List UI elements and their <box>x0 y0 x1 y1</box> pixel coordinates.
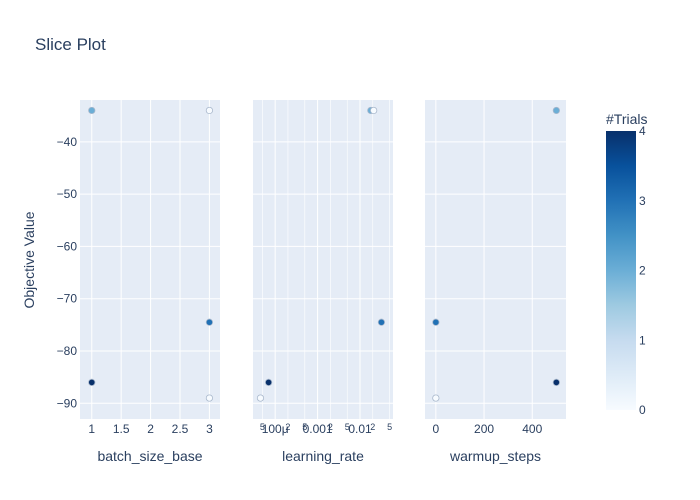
data-point[interactable] <box>88 378 96 386</box>
y-tick-label: −70 <box>57 292 78 306</box>
colorbar-tick-label: 3 <box>639 194 646 208</box>
data-point[interactable] <box>377 318 386 326</box>
y-tick-label: −40 <box>57 135 78 149</box>
colorbar: #Trials 0 1 2 3 4 <box>606 111 648 417</box>
x-tick-label: 5 <box>387 422 392 432</box>
plot-area <box>253 100 393 419</box>
y-tick-label: −60 <box>57 239 78 253</box>
data-point[interactable] <box>205 318 214 326</box>
x-tick-label: 1.5 <box>113 422 130 436</box>
colorbar-tick-label: 0 <box>639 403 646 417</box>
x-tick-label: 5 <box>302 422 307 432</box>
chart-title: Slice Plot <box>35 35 106 54</box>
data-point[interactable] <box>205 394 214 402</box>
subplot-warmup_steps: 0 200 400 warmup_steps <box>425 100 566 464</box>
x-tick-label: 100μ <box>262 422 289 436</box>
x-tick-label: 400 <box>522 422 542 436</box>
x-tick-label: 2 <box>147 422 154 436</box>
x-tick-label: 3 <box>206 422 213 436</box>
x-axis-title: warmup_steps <box>449 448 541 464</box>
x-tick-label: 5 <box>260 422 265 432</box>
x-tick-label: 2 <box>285 422 290 432</box>
x-tick-label: 0.001 <box>303 422 333 436</box>
data-point[interactable] <box>432 394 440 402</box>
colorbar-tick-label: 1 <box>639 333 646 347</box>
y-tick-label: −80 <box>57 344 78 358</box>
data-point[interactable] <box>256 394 265 402</box>
data-point[interactable] <box>552 106 560 115</box>
colorbar-title: #Trials <box>606 111 648 127</box>
data-point[interactable] <box>88 106 96 115</box>
subplot-batch_size_base: 1 1.5 2 2.5 3 −40 −50 −60 −70 −80 −90 batch_size_ba… <box>57 100 220 464</box>
data-point[interactable] <box>265 378 273 386</box>
y-tick-label: −90 <box>57 396 78 410</box>
x-tick-label: 200 <box>474 422 494 436</box>
x-tick-label: 0 <box>433 422 440 436</box>
plot-area <box>425 100 566 419</box>
data-point[interactable] <box>552 378 560 386</box>
y-axis-title: Objective Value <box>21 211 37 308</box>
colorbar-gradient <box>606 131 636 410</box>
x-tick-label: 2 <box>328 422 333 432</box>
x-tick-label: 2 <box>370 422 375 432</box>
colorbar-tick-label: 4 <box>639 124 646 138</box>
colorbar-tick-label: 2 <box>639 264 646 278</box>
data-point[interactable] <box>205 106 214 115</box>
x-tick-label: 0.01 <box>348 422 372 436</box>
x-axis-title: batch_size_base <box>97 448 202 464</box>
x-axis-title: learning_rate <box>282 448 364 464</box>
x-tick-label: 1 <box>88 422 95 436</box>
y-tick-label: −50 <box>57 187 78 201</box>
x-tick-label: 2.5 <box>172 422 189 436</box>
data-point[interactable] <box>432 318 440 326</box>
plot-area <box>80 100 220 419</box>
x-tick-label: 5 <box>345 422 350 432</box>
data-point[interactable] <box>370 106 378 115</box>
